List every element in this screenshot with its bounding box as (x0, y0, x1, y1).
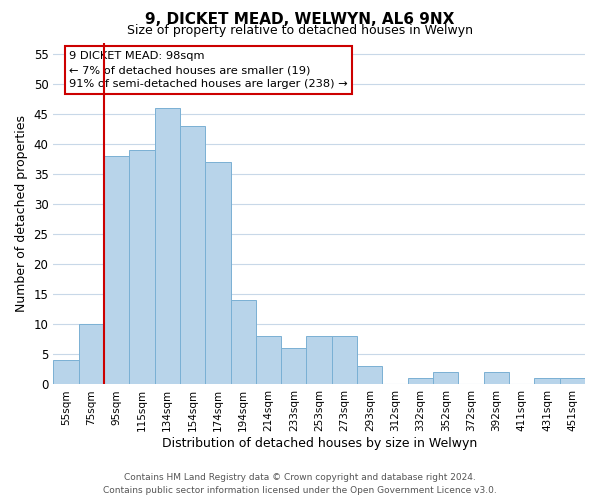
Bar (129, 150, 155, 384)
Bar (230, 300, 256, 384)
Text: Contains HM Land Registry data © Crown copyright and database right 2024.
Contai: Contains HM Land Registry data © Crown c… (103, 474, 497, 495)
Bar (104, 156, 129, 384)
Bar (205, 162, 230, 384)
Text: 9, DICKET MEAD, WELWYN, AL6 9NX: 9, DICKET MEAD, WELWYN, AL6 9NX (145, 12, 455, 28)
Text: 9 DICKET MEAD: 98sqm
← 7% of detached houses are smaller (19)
91% of semi-detach: 9 DICKET MEAD: 98sqm ← 7% of detached ho… (69, 51, 348, 89)
Bar (535, 378, 560, 384)
X-axis label: Distribution of detached houses by size in Welwyn: Distribution of detached houses by size … (161, 437, 477, 450)
Bar (79, 324, 104, 384)
Text: Size of property relative to detached houses in Welwyn: Size of property relative to detached ho… (127, 24, 473, 37)
Y-axis label: Number of detached properties: Number of detached properties (15, 115, 28, 312)
Bar (256, 336, 281, 384)
Bar (155, 108, 180, 384)
Bar (560, 378, 585, 384)
Bar (408, 378, 433, 384)
Bar (180, 126, 205, 384)
Bar (281, 348, 307, 384)
Bar (433, 372, 458, 384)
Bar (357, 366, 382, 384)
Bar (484, 372, 509, 384)
Bar (332, 336, 357, 384)
Bar (307, 336, 332, 384)
Bar (53, 360, 79, 384)
